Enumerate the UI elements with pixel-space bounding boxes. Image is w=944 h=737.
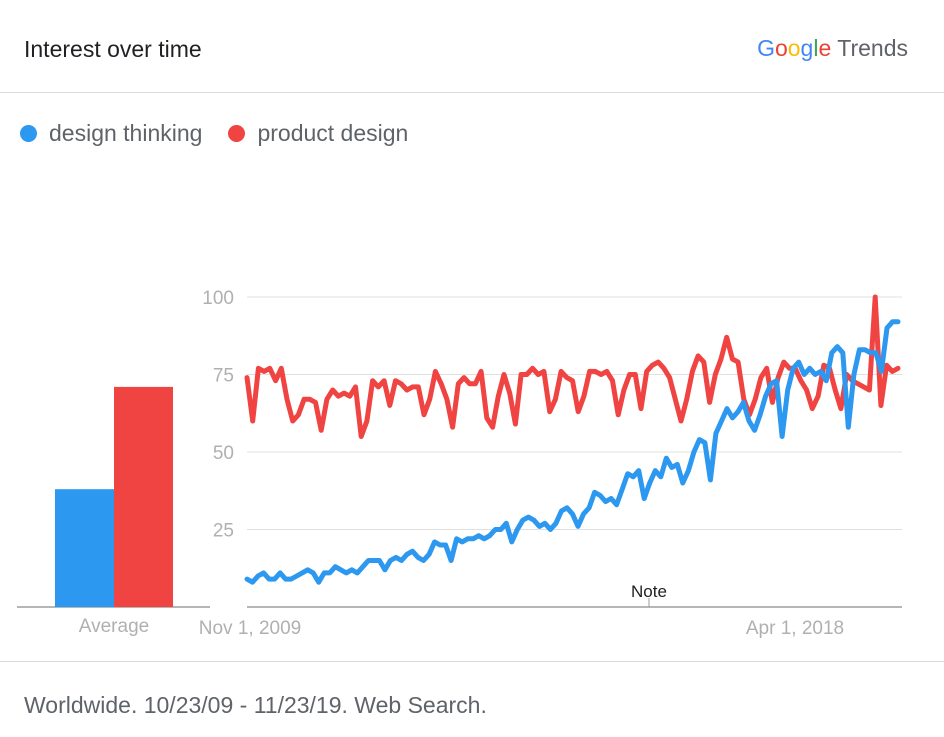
logo-letter-o1: o	[774, 35, 788, 61]
average-label: Average	[79, 616, 149, 637]
x-tick-label: Nov 1, 2009	[199, 618, 301, 639]
chart-legend: design thinking product design	[20, 120, 434, 147]
logo-letter-e: e	[818, 35, 832, 61]
legend-label: product design	[257, 120, 409, 146]
legend-label: design thinking	[49, 120, 203, 146]
card-title: Interest over time	[24, 36, 202, 62]
legend-dot-icon	[228, 125, 246, 142]
average-bar	[114, 386, 173, 607]
legend-item-design-thinking[interactable]: design thinking	[20, 120, 202, 147]
y-tick-label: 50	[213, 443, 234, 464]
logo-letter-l: l	[813, 35, 819, 61]
note-annotation: Note	[631, 582, 667, 601]
google-trends-logo[interactable]: Google Trends	[757, 35, 908, 62]
logo-product-name: Trends	[837, 35, 908, 61]
x-tick-label: Apr 1, 2018	[746, 618, 844, 639]
series-line-product-design	[244, 294, 901, 439]
logo-letter-o2: o	[787, 35, 801, 61]
logo-letter-g: G	[757, 35, 775, 61]
query-summary: Worldwide. 10/23/09 - 11/23/19. Web Sear…	[24, 692, 487, 718]
card-header: Interest over time Google Trends	[0, 0, 944, 93]
y-tick-label: 75	[213, 366, 234, 387]
card-footer: Worldwide. 10/23/09 - 11/23/19. Web Sear…	[0, 661, 944, 737]
logo-letter-g2: g	[800, 35, 814, 61]
average-bar	[55, 489, 114, 607]
y-tick-label: 100	[202, 288, 234, 309]
legend-item-product-design[interactable]: product design	[228, 120, 408, 147]
y-tick-label: 25	[213, 521, 234, 542]
series-line-design-thinking	[244, 319, 901, 585]
legend-dot-icon	[20, 125, 37, 142]
